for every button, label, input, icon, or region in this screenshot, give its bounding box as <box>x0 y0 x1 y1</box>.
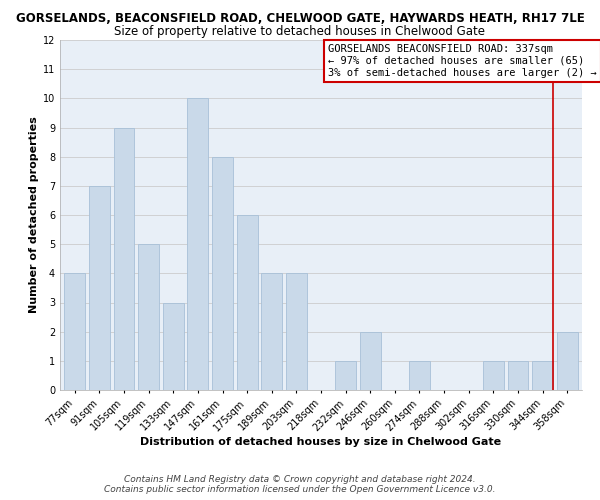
Text: GORSELANDS BEACONSFIELD ROAD: 337sqm
← 97% of detached houses are smaller (65)
3: GORSELANDS BEACONSFIELD ROAD: 337sqm ← 9… <box>328 44 597 78</box>
Text: Contains HM Land Registry data © Crown copyright and database right 2024.
Contai: Contains HM Land Registry data © Crown c… <box>104 474 496 494</box>
Y-axis label: Number of detached properties: Number of detached properties <box>29 116 38 314</box>
Text: Size of property relative to detached houses in Chelwood Gate: Size of property relative to detached ho… <box>115 25 485 38</box>
Bar <box>261 274 282 390</box>
Bar <box>532 361 553 390</box>
Bar <box>212 156 233 390</box>
Bar <box>557 332 578 390</box>
Text: GORSELANDS, BEACONSFIELD ROAD, CHELWOOD GATE, HAYWARDS HEATH, RH17 7LE: GORSELANDS, BEACONSFIELD ROAD, CHELWOOD … <box>16 12 584 26</box>
Bar <box>483 361 504 390</box>
Bar <box>335 361 356 390</box>
Bar <box>236 215 257 390</box>
Bar <box>89 186 110 390</box>
Bar <box>138 244 159 390</box>
Bar <box>508 361 529 390</box>
Bar <box>286 274 307 390</box>
Bar <box>187 98 208 390</box>
X-axis label: Distribution of detached houses by size in Chelwood Gate: Distribution of detached houses by size … <box>140 436 502 446</box>
Bar <box>64 274 85 390</box>
Bar <box>409 361 430 390</box>
Bar <box>360 332 381 390</box>
Bar <box>163 302 184 390</box>
Bar <box>113 128 134 390</box>
